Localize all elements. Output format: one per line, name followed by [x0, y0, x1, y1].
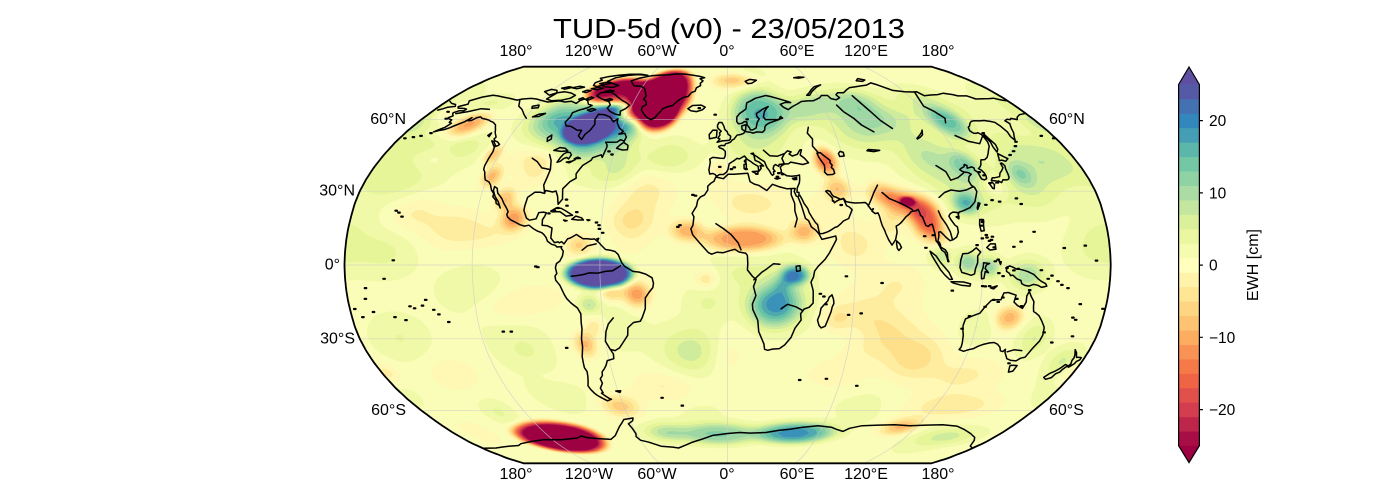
svg-text:180°: 180° [921, 43, 954, 60]
svg-text:120°E: 120°E [844, 43, 888, 60]
svg-text:TUD-5d (v0) - 23/05/2013: TUD-5d (v0) - 23/05/2013 [553, 13, 905, 44]
svg-text:60°S: 60°S [371, 402, 406, 419]
svg-text:60°N: 60°N [370, 111, 406, 128]
svg-text:0°: 0° [325, 257, 340, 274]
svg-text:60°N: 60°N [1049, 111, 1085, 128]
svg-text:120°E: 120°E [844, 466, 888, 483]
svg-text:60°S: 60°S [1049, 402, 1084, 419]
svg-text:20: 20 [1209, 113, 1227, 130]
svg-text:30°S: 30°S [320, 330, 355, 347]
svg-text:180°: 180° [921, 466, 954, 483]
svg-text:−10: −10 [1209, 330, 1236, 347]
svg-text:60°W: 60°W [637, 43, 677, 60]
svg-text:120°W: 120°W [565, 466, 614, 483]
svg-text:0: 0 [1209, 258, 1218, 275]
svg-text:0°: 0° [719, 466, 734, 483]
svg-text:10: 10 [1209, 185, 1227, 202]
svg-text:−20: −20 [1209, 402, 1236, 419]
svg-text:EWH [cm]: EWH [cm] [1245, 229, 1262, 301]
svg-text:60°E: 60°E [780, 466, 815, 483]
svg-text:180°: 180° [499, 43, 532, 60]
svg-text:60°W: 60°W [637, 466, 677, 483]
svg-text:30°N: 30°N [319, 183, 355, 200]
svg-text:180°: 180° [499, 466, 532, 483]
svg-text:0°: 0° [719, 43, 734, 60]
svg-text:60°E: 60°E [780, 43, 815, 60]
svg-text:120°W: 120°W [565, 43, 614, 60]
